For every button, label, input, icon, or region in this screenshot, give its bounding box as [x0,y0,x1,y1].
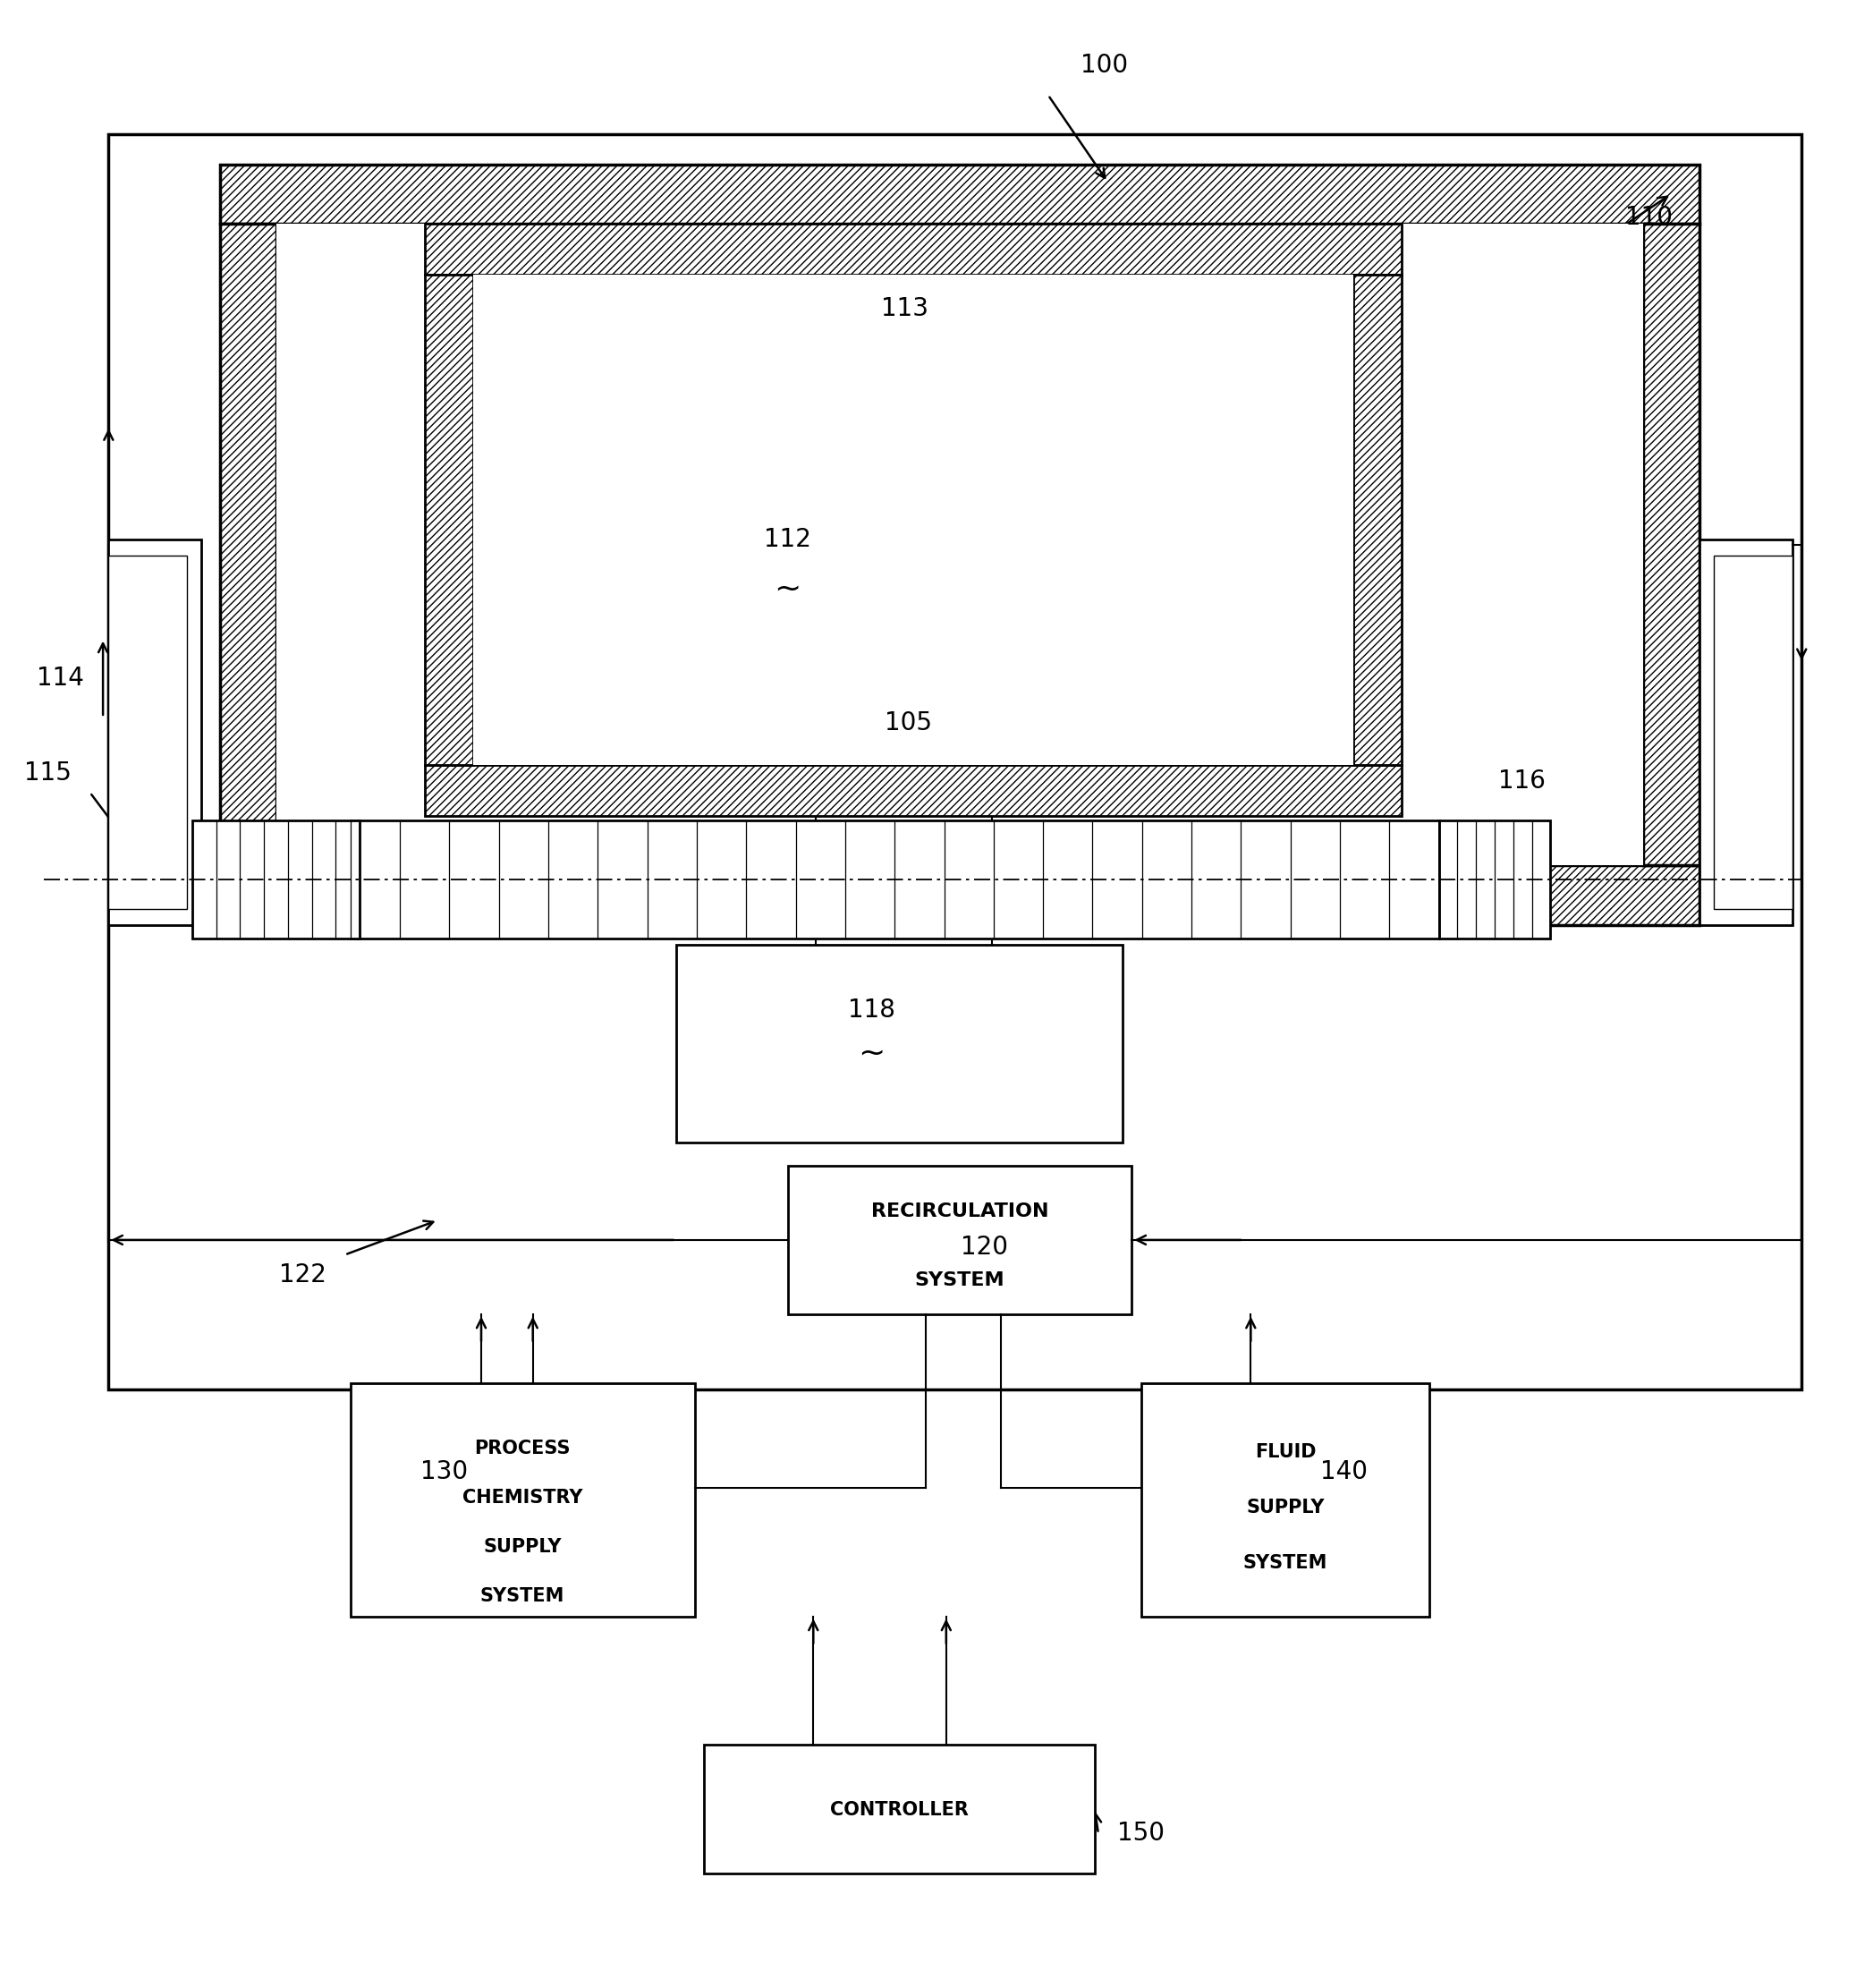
Bar [676,944,1122,1143]
Text: SUPPLY: SUPPLY [483,1539,562,1557]
Bar [425,274,474,765]
Text: SUPPLY: SUPPLY [1246,1499,1324,1517]
Text: 113: 113 [880,296,929,320]
Bar [193,821,360,938]
Bar [109,539,202,924]
Bar [109,135,1802,1390]
Bar [1438,821,1551,938]
Bar [704,1745,1094,1873]
Bar [425,223,1401,274]
Text: 140: 140 [1320,1459,1367,1485]
Bar [1699,539,1792,924]
Text: FLUID: FLUID [1255,1443,1317,1461]
Bar [1141,1384,1429,1616]
Bar [425,765,1401,817]
Text: 110: 110 [1626,205,1673,231]
Text: 116: 116 [1498,767,1545,793]
Text: SYSTEM: SYSTEM [1244,1555,1328,1573]
Bar [1714,555,1792,909]
Text: 130: 130 [420,1459,468,1485]
Bar [350,1384,695,1616]
Text: RECIRCULATION: RECIRCULATION [871,1203,1049,1221]
Text: ~: ~ [774,575,802,604]
Bar [350,821,1438,938]
Text: 112: 112 [764,527,811,553]
Text: PROCESS: PROCESS [474,1439,571,1457]
Bar [1643,223,1699,865]
Text: 120: 120 [961,1235,1008,1260]
Text: 100: 100 [1081,54,1128,78]
Text: SYSTEM: SYSTEM [914,1272,1004,1290]
Bar [1354,274,1401,765]
Bar [109,555,187,909]
Text: CONTROLLER: CONTROLLER [830,1801,968,1819]
Text: 114: 114 [37,666,84,690]
Text: 115: 115 [24,759,71,785]
Text: CHEMISTRY: CHEMISTRY [463,1489,583,1507]
Bar [275,223,1643,865]
Text: 105: 105 [884,712,931,736]
Bar [221,223,275,865]
Text: 150: 150 [1116,1821,1165,1847]
Bar [474,274,1354,765]
Text: ~: ~ [858,1038,884,1068]
Bar [789,1165,1131,1314]
Text: 118: 118 [848,998,895,1022]
Text: 122: 122 [279,1262,326,1286]
Bar [221,865,1699,924]
Text: SYSTEM: SYSTEM [479,1588,566,1606]
Bar [221,165,1699,223]
